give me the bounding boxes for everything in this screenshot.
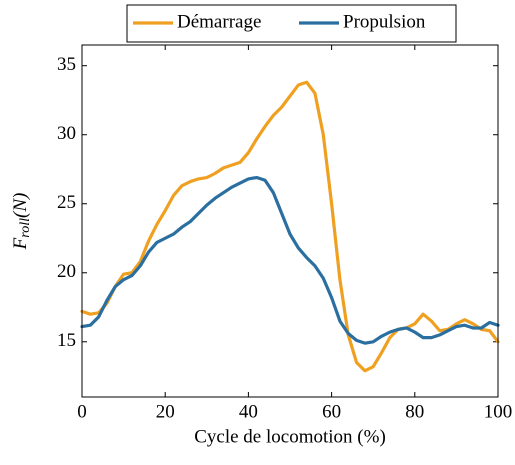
legend-label: Propulsion	[343, 11, 426, 32]
legend-box	[126, 4, 457, 43]
plot-frame	[81, 44, 499, 398]
y-tick-label: 30	[57, 123, 76, 144]
x-axis-label: Cycle de locomotion (%)	[194, 426, 386, 447]
x-tick-label: 100	[484, 401, 513, 422]
y-tick-label: 20	[57, 261, 76, 282]
x-tick-label: 0	[77, 401, 87, 422]
x-tick-label: 40	[239, 401, 258, 422]
y-tick-label: 35	[57, 54, 76, 75]
y-tick-label: 25	[57, 192, 76, 213]
y-label-rest: (N)	[10, 193, 31, 218]
data-line	[80, 80, 500, 373]
y-tick-label: 15	[57, 330, 76, 351]
y-label-sub: roll	[18, 218, 33, 238]
x-tick-label: 80	[405, 401, 424, 422]
x-tick-label: 60	[322, 401, 341, 422]
y-axis-label: Froll(N)	[10, 193, 33, 251]
x-tick-label: 20	[156, 401, 175, 422]
y-label-main: F	[10, 237, 31, 250]
data-line	[80, 175, 500, 345]
legend-label: Démarrage	[177, 11, 261, 32]
